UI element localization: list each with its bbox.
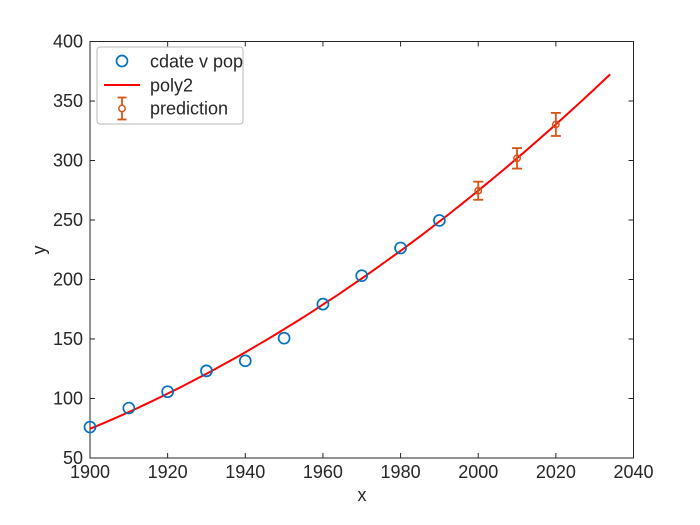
y-tick-label: 300 [53,151,83,171]
legend-entry-fit: poly2 [104,76,193,96]
legend-marker-scatter-icon [115,54,129,68]
prediction-errorbar [473,180,484,201]
prediction-point [513,154,521,163]
prediction-errorbar [550,112,561,137]
legend-label-data: cdate v pop [150,52,243,72]
legend-label-fit: poly2 [150,76,193,96]
fit-line [89,73,611,430]
data-point [122,401,136,415]
prediction-point [474,186,483,195]
y-tick-label: 100 [53,389,83,409]
y-axis-label: y [29,246,49,255]
legend-entry-data: cdate v pop [115,52,243,72]
prediction-point [551,120,560,129]
y-tick-label: 350 [53,91,83,111]
data-point [161,385,174,399]
x-tick-label: 2000 [458,462,498,482]
x-tick-label: 2020 [536,462,576,482]
legend-label-prediction: prediction [150,99,228,119]
y-tick-label: 250 [53,210,83,230]
data-point [355,269,369,283]
data-point [200,364,213,378]
data-point [316,297,330,311]
y-tick-label: 200 [53,270,83,290]
y-tick-label: 50 [63,448,83,468]
data-point [433,214,446,227]
data-point [277,331,291,345]
data-point [238,354,252,368]
axes-box [89,41,634,459]
x-tick-label: 1980 [381,462,421,482]
y-tick-label: 150 [53,329,83,349]
legend-box [96,46,244,125]
x-tick-label: 2040 [613,462,653,482]
y-tick-label: 400 [53,32,83,52]
x-tick-label: 1940 [225,462,265,482]
x-tick-label: 1900 [70,462,110,482]
x-axis-label: x [358,485,367,505]
legend: cdate v pop poly2 prediction [96,46,244,125]
data-point [83,420,97,434]
plot-area: 1900 1920 1940 1960 1980 2000 2020 2040 50 100 150… [53,32,654,483]
legend-entry-prediction: prediction [117,96,228,121]
prediction-errorbar [512,147,523,170]
data-point [394,241,407,255]
x-tick-label: 1960 [303,462,343,482]
x-tick-label: 1920 [148,462,188,482]
legend-errorbar-marker-icon [118,104,126,113]
